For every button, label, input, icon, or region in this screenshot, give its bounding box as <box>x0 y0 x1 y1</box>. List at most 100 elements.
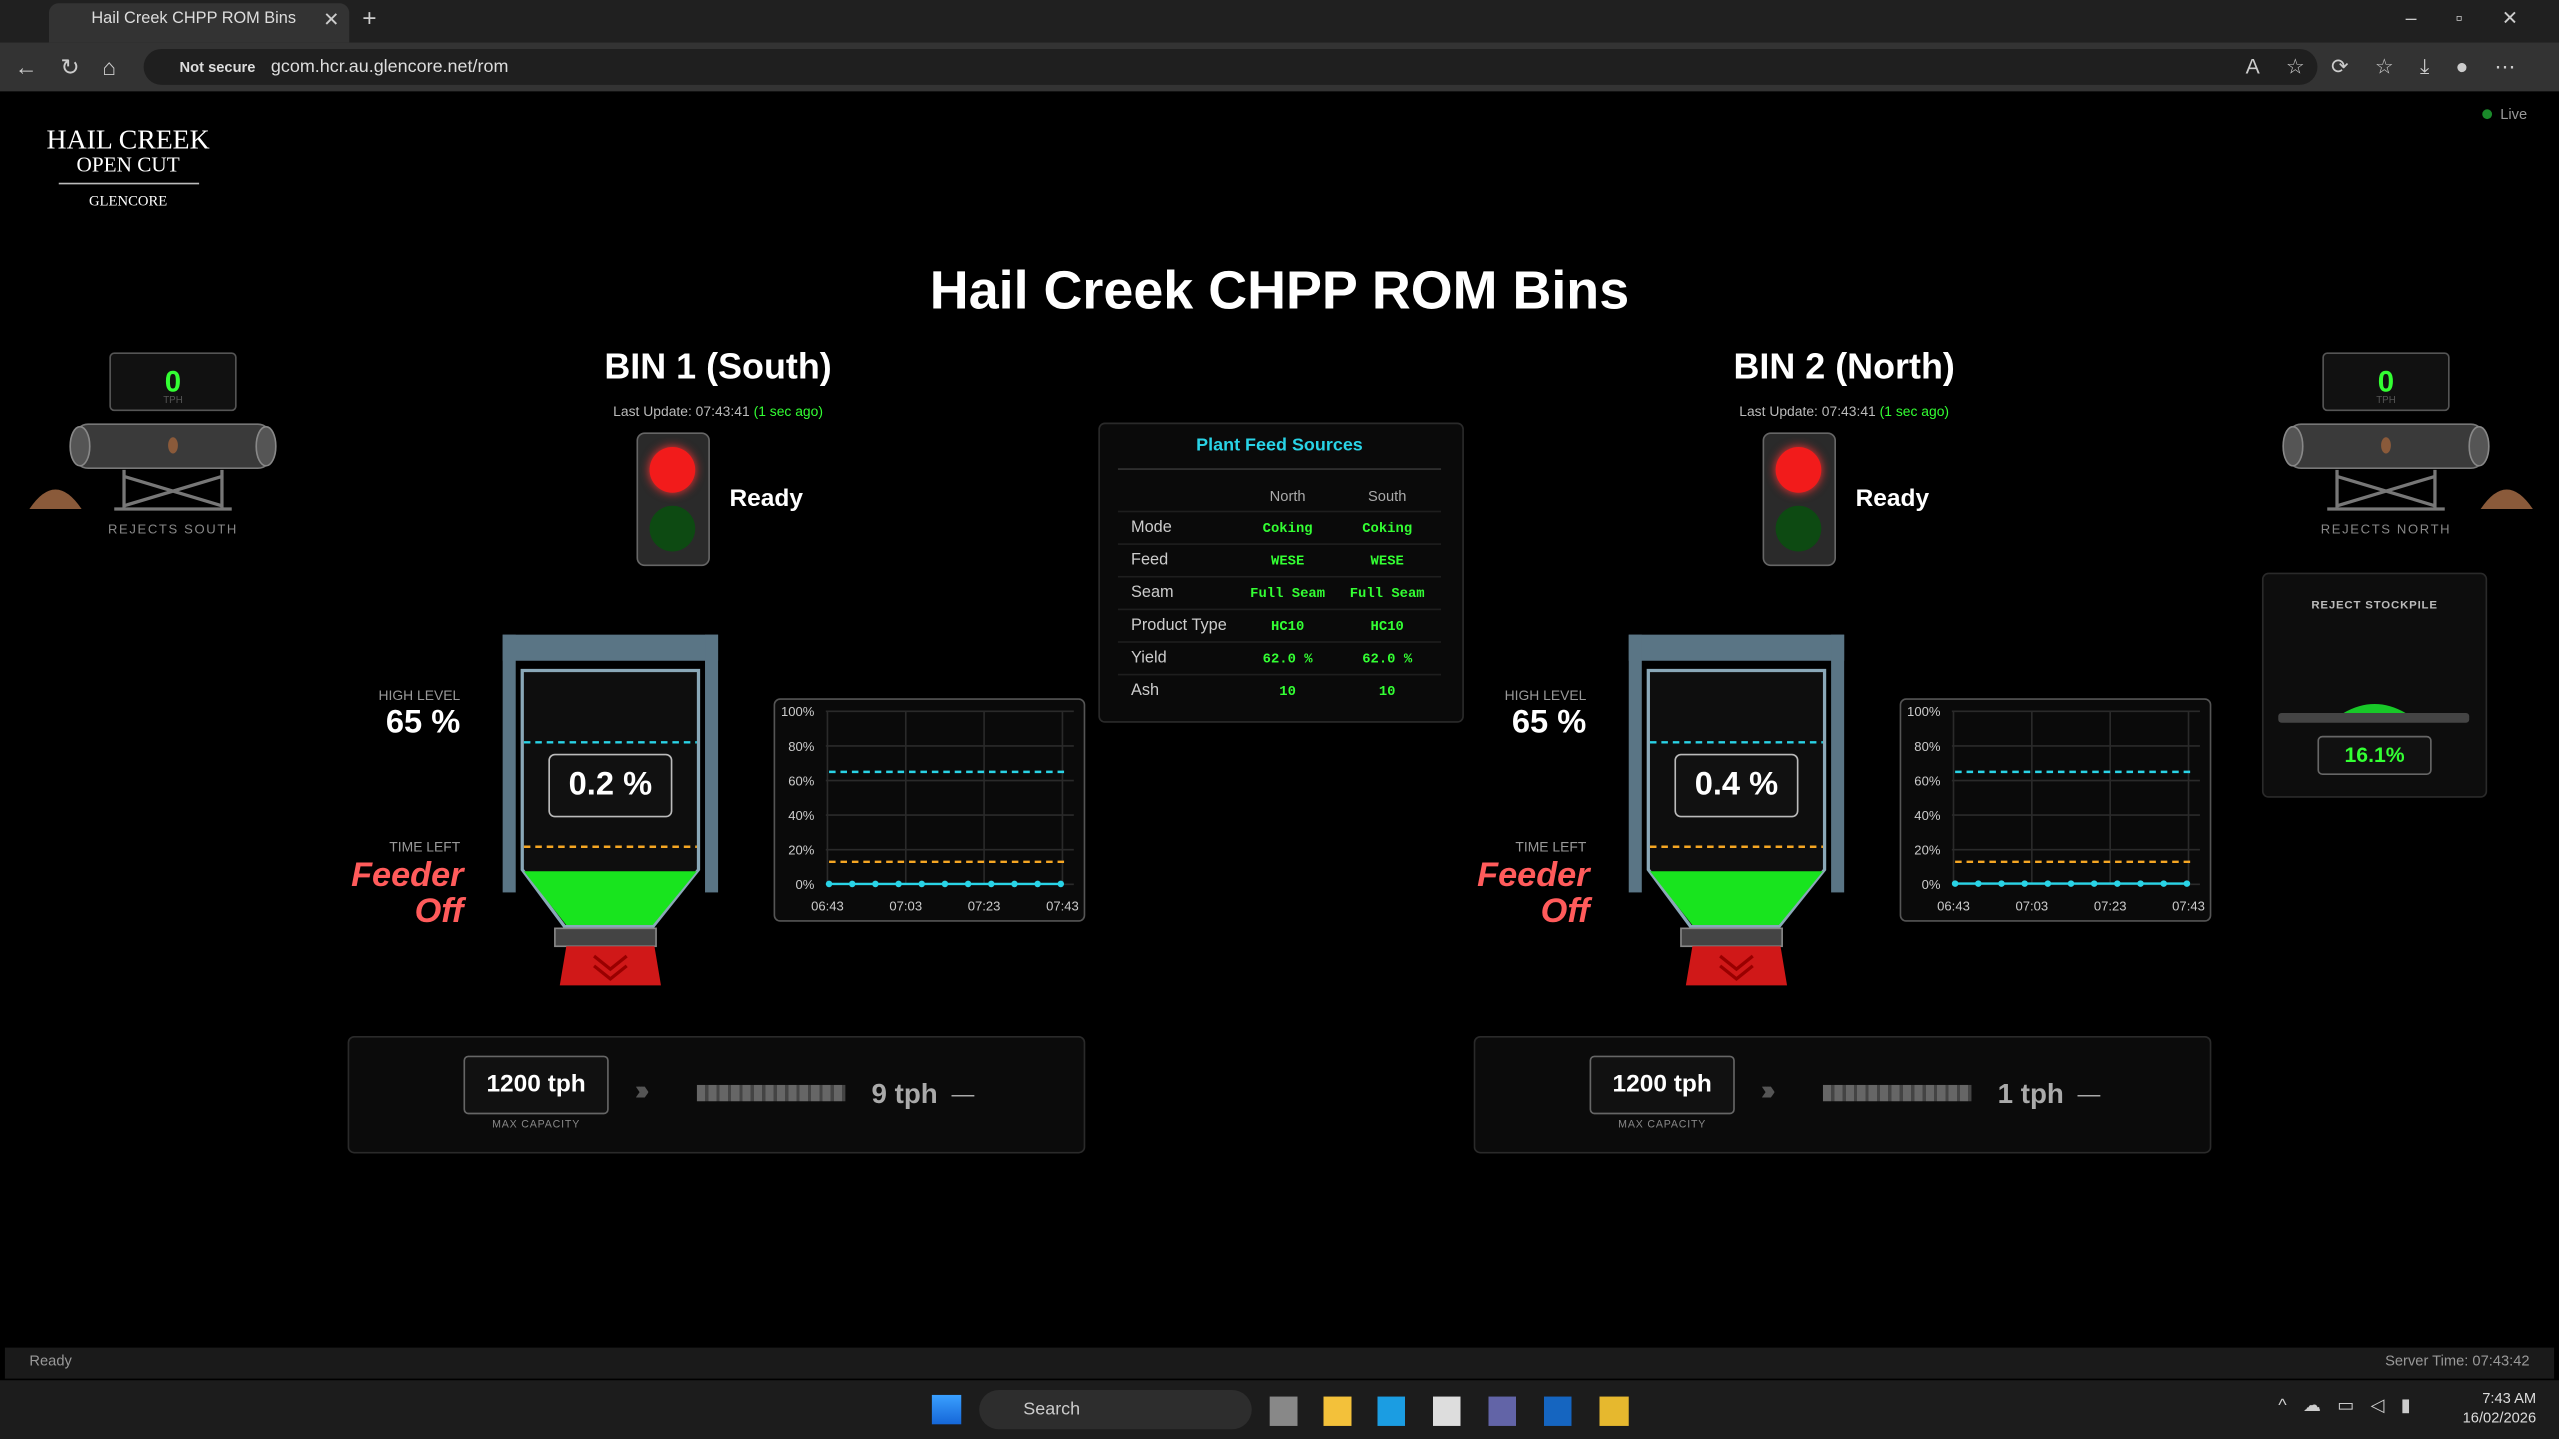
last-update: Last Update: 07:43:41 (1 sec ago) <box>1616 402 2073 420</box>
feed-row-label: Ash <box>1130 681 1160 700</box>
y-tick-label: 0% <box>1922 877 1941 892</box>
max-capacity-label: MAX CAPACITY <box>1618 1119 1707 1131</box>
rejects-label: REJECTS SOUTH <box>107 522 238 537</box>
url[interactable]: gcom.hcr.au.glencore.net/rom <box>270 57 509 77</box>
feed-row-rule <box>1117 608 1442 611</box>
tab[interactable] <box>48 3 350 43</box>
capacity-box <box>1589 1055 1735 1115</box>
feed-title: Plant Feed Sources <box>1196 435 1363 456</box>
feed-value: HC10 <box>1370 618 1404 635</box>
stockpile-title: REJECT STOCKPILE <box>2311 600 2438 612</box>
window-controls[interactable]: –▫✕ <box>2405 6 2558 30</box>
rejects-unit: TPH <box>163 396 183 407</box>
level-value: 0.2 % <box>568 766 653 803</box>
feed-row-rule <box>1117 543 1442 545</box>
tray-icons[interactable]: ^☁▭◁▮ <box>2278 1396 2427 1417</box>
feed-row-label: Seam <box>1130 584 1174 603</box>
feed-column-header: South <box>1367 487 1407 505</box>
light-green <box>649 505 696 552</box>
conveyor-load <box>168 437 178 454</box>
y-tick-label: 100% <box>781 704 815 719</box>
conveyor-stand <box>2327 469 2445 511</box>
last-update: Last Update: 07:43:41 (1 sec ago) <box>490 402 947 420</box>
flow-chevrons: ››› <box>634 1075 650 1107</box>
level-point <box>825 880 833 888</box>
start-button[interactable] <box>931 1394 962 1425</box>
level-point <box>1951 880 1959 887</box>
level-point <box>2044 880 2052 887</box>
level-point <box>2021 880 2028 887</box>
level-point <box>848 880 856 888</box>
tab-title: Hail Creek CHPP ROM Bins <box>91 9 297 28</box>
x-tick-label: 07:43 <box>2172 898 2205 913</box>
level-point <box>1998 880 2005 887</box>
y-tick-label: 60% <box>1914 773 1941 788</box>
feed-value: Coking <box>1362 520 1413 537</box>
time-left-value: Off <box>414 892 464 930</box>
toolbar-icons[interactable]: A☆⟳☆⤓●⋯ <box>2245 53 2542 79</box>
time-left-label: TIME LEFT <box>1515 838 1587 855</box>
page-title: Hail Creek CHPP ROM Bins <box>929 259 1630 320</box>
reject-pile <box>2480 489 2533 510</box>
capacity-box <box>463 1055 609 1115</box>
conveyor-drum <box>255 425 277 467</box>
new-tab[interactable]: + <box>362 4 377 33</box>
clock-date[interactable]: 16/02/2026 <box>2462 1409 2537 1426</box>
time-left-value: Feeder <box>351 856 464 895</box>
y-tick-label: 100% <box>1907 704 1941 719</box>
level-point <box>2183 880 2191 887</box>
last-update-time: Last Update: 07:43:41 <box>613 402 750 420</box>
trend-chart: 0% 20% 40% 60% 80% 100% 06:43 07:03 07:23 07:43 <box>1907 704 2205 913</box>
level-point <box>1057 880 1065 888</box>
feed-row-rule <box>1117 510 1442 513</box>
taskbar-apps[interactable] <box>1269 1396 1629 1426</box>
feed-trend: — <box>951 1080 975 1107</box>
x-tick-label: 06:43 <box>1937 898 1970 913</box>
nav-buttons[interactable]: ←↻⌂ <box>14 53 140 80</box>
level-point <box>988 880 995 888</box>
max-capacity: 1200 tph <box>1612 1070 1712 1098</box>
conveyor-drum <box>2282 425 2304 467</box>
feed-value: 62.0 % <box>1362 650 1413 668</box>
live-label: Live <box>2500 106 2528 123</box>
max-capacity: 1200 tph <box>486 1070 586 1098</box>
tab-close[interactable]: ✕ <box>323 8 340 31</box>
bin-title: BIN 2 (North) <box>1733 345 1955 387</box>
feed-rate: 1 tph <box>1997 1078 2064 1110</box>
stockpile-graphic <box>2278 703 2470 723</box>
bin-leg <box>1628 634 1642 893</box>
light-red <box>649 447 696 493</box>
conveyor <box>2282 423 2533 511</box>
logo-line: HAIL CREEK <box>46 123 210 155</box>
feed-rule <box>1117 468 1442 470</box>
y-tick-label: 20% <box>1914 843 1941 858</box>
bin-feeder <box>1685 946 1788 986</box>
x-tick-label: 07:03 <box>889 898 922 913</box>
last-update-time: Last Update: 07:43:41 <box>1739 402 1876 420</box>
x-tick-label: 07:43 <box>1046 898 1079 913</box>
conveyor <box>29 423 277 511</box>
x-tick-label: 06:43 <box>811 898 844 913</box>
y-tick-label: 80% <box>788 739 815 754</box>
search-box[interactable] <box>979 1390 1252 1430</box>
address-bar[interactable] <box>143 48 2318 85</box>
level-point <box>2114 880 2121 887</box>
x-tick-label: 07:03 <box>2016 898 2049 913</box>
clock-time[interactable]: 7:43 AM <box>2482 1390 2537 1407</box>
security-label[interactable]: Not secure <box>179 58 256 76</box>
bin-frame-top <box>1628 634 1845 661</box>
level-point <box>964 880 972 888</box>
rejects-unit: TPH <box>2376 396 2396 407</box>
bin-status: Ready <box>729 484 803 513</box>
logo-line: GLENCORE <box>88 192 168 209</box>
stockpile-base <box>2278 712 2470 723</box>
bin-leg <box>1831 634 1845 893</box>
logo-rule <box>58 182 200 185</box>
x-tick-label: 07:23 <box>968 898 1001 913</box>
search-label[interactable]: Search <box>1023 1399 1081 1420</box>
feed-value: WESE <box>1370 553 1404 570</box>
feed-value: Full Seam <box>1250 585 1326 603</box>
light-red <box>1775 447 1822 493</box>
level-point <box>1011 880 1018 888</box>
